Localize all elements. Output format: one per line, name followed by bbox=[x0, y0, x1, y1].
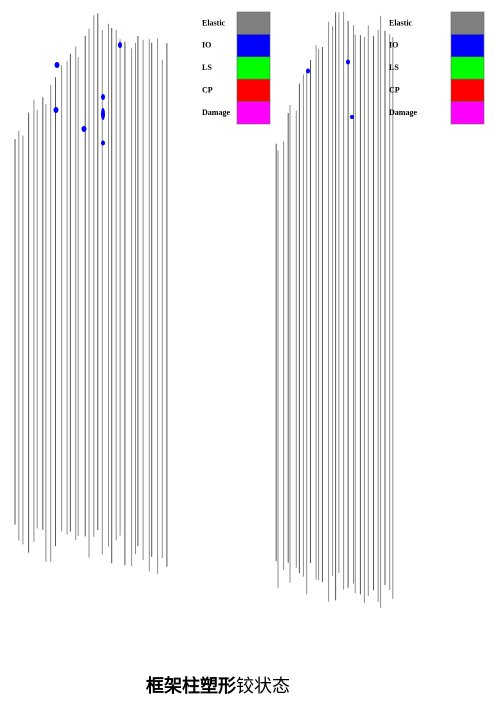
legend-swatch bbox=[236, 34, 271, 58]
hinge bbox=[101, 140, 105, 146]
legends: Elastic IO LS CP Damage Elastic IO LS CP Damage bbox=[202, 11, 485, 125]
legend-swatch bbox=[450, 34, 485, 58]
legend-swatch bbox=[450, 56, 485, 80]
legend-swatch bbox=[236, 56, 271, 80]
caption-normal: 铰状态 bbox=[236, 676, 290, 697]
hinge bbox=[54, 62, 60, 68]
legend-swatch bbox=[236, 101, 271, 125]
legend-swatch bbox=[450, 78, 485, 102]
caption: 框架柱塑形铰状态 bbox=[146, 675, 290, 697]
legend-label: Damage bbox=[202, 108, 230, 117]
legend-label: Damage bbox=[389, 108, 417, 117]
legend-label: LS bbox=[202, 63, 212, 72]
legend-label: Elastic bbox=[202, 18, 226, 27]
legend-label: Elastic bbox=[389, 18, 413, 27]
hinge bbox=[101, 94, 105, 100]
hinge bbox=[118, 42, 122, 48]
legend-label: IO bbox=[389, 41, 398, 50]
hinge bbox=[346, 59, 350, 65]
hinge bbox=[306, 68, 310, 74]
legend-label: CP bbox=[389, 86, 400, 95]
columns bbox=[14, 11, 394, 608]
hinge bbox=[101, 108, 105, 120]
legend-swatch bbox=[450, 101, 485, 125]
hinge bbox=[81, 126, 87, 132]
hinge bbox=[53, 107, 59, 113]
legend-label: LS bbox=[389, 63, 399, 72]
legend-label: IO bbox=[202, 41, 211, 50]
legend-label: CP bbox=[202, 86, 213, 95]
legend-swatch bbox=[236, 78, 271, 102]
legend-swatch bbox=[236, 11, 271, 35]
legend-swatch bbox=[450, 11, 485, 35]
hinges bbox=[53, 42, 354, 146]
hinge bbox=[350, 115, 354, 119]
caption-bold: 框架柱塑形 bbox=[146, 675, 236, 697]
